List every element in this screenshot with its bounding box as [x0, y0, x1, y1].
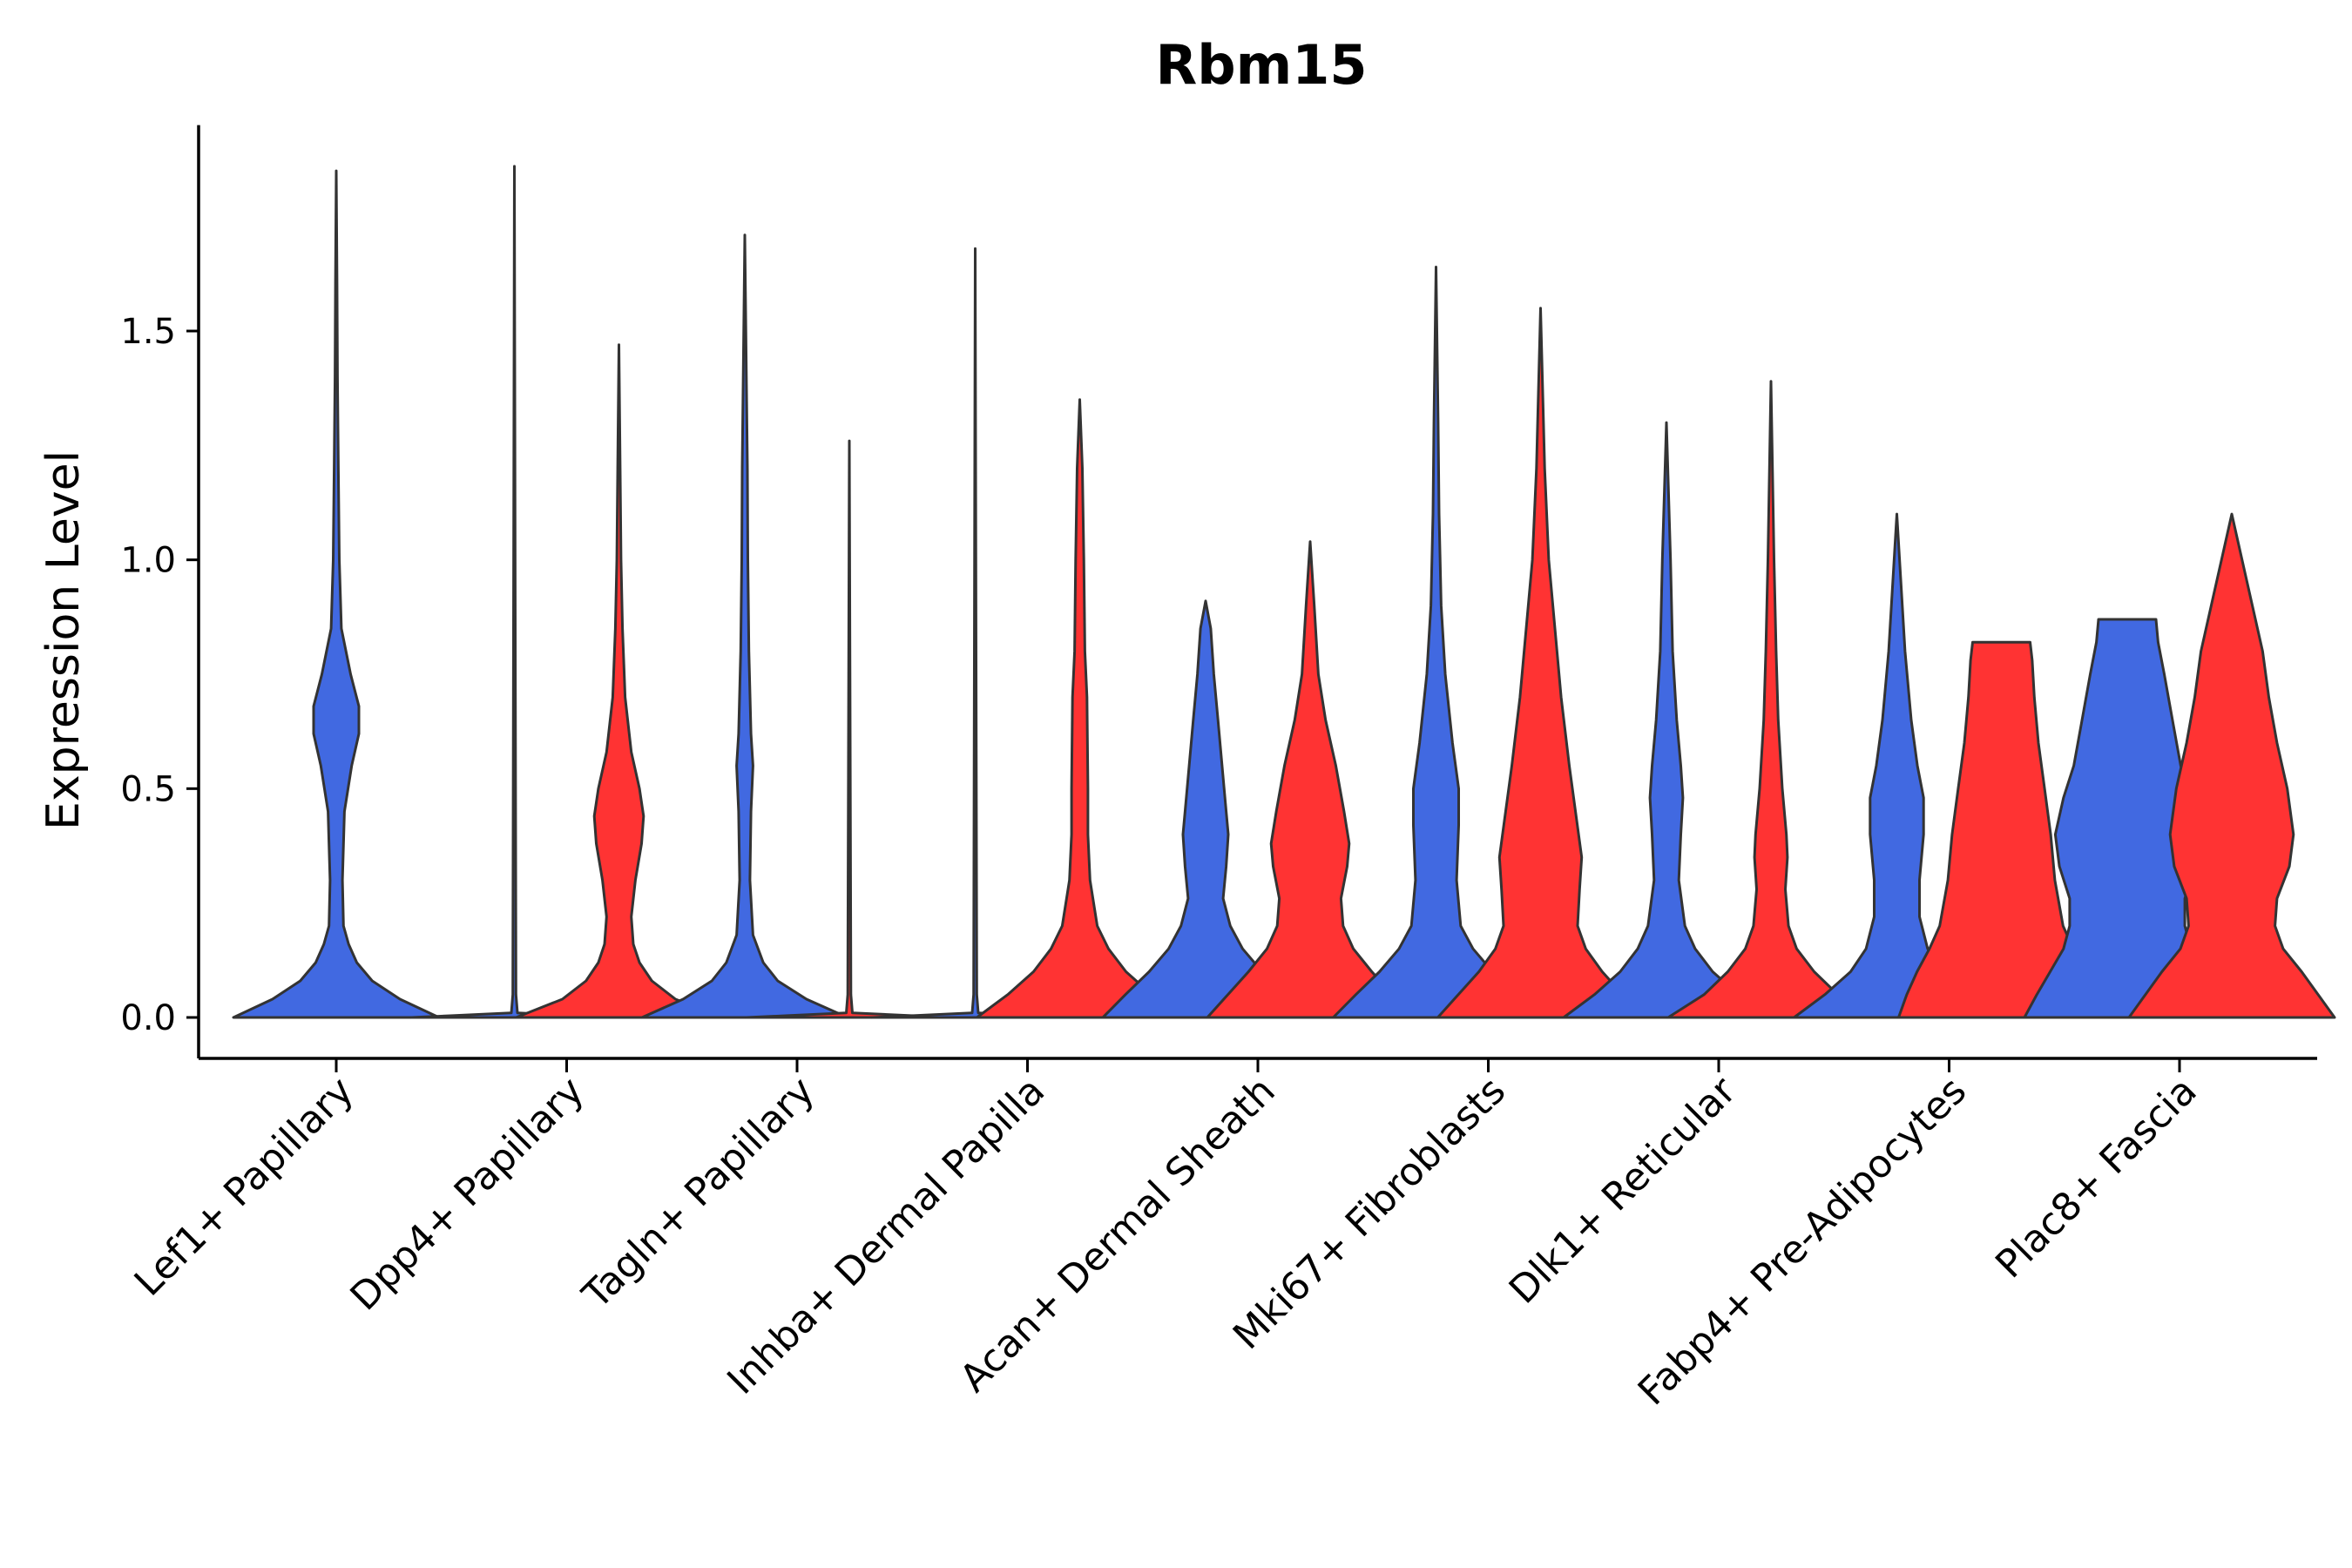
- violin-8-blue: [1793, 512, 2001, 1019]
- violin-6-blue: [1332, 266, 1540, 1019]
- x-tick-label: Lef1+ Papillary: [126, 1069, 362, 1305]
- x-tick-label: Plac8+ Fascia: [1987, 1069, 2206, 1288]
- violin-9-red: [2127, 512, 2336, 1019]
- violin-2-blue: [410, 165, 618, 1019]
- violin-3-red: [745, 439, 954, 1019]
- y-tick-label: 1.5: [120, 312, 176, 352]
- violins-layer: [232, 165, 2336, 1019]
- violin-4-blue: [871, 247, 1079, 1019]
- y-axis-label: Expression Level: [37, 450, 90, 830]
- y-tick-label: 1.0: [120, 541, 176, 581]
- chart-title: Rbm15: [1155, 33, 1367, 97]
- violin-7-red: [1666, 380, 1876, 1019]
- violin-7-blue: [1562, 421, 1771, 1019]
- violin-3-blue: [640, 233, 849, 1019]
- violin-2-red: [515, 343, 723, 1019]
- violin-5-red: [1206, 540, 1415, 1019]
- y-tick-label: 0.5: [120, 769, 176, 809]
- x-tick-label: Dlk1+ Reticular: [1501, 1068, 1746, 1313]
- violin-5-blue: [1101, 599, 1310, 1019]
- violin-6-red: [1436, 307, 1645, 1019]
- violin-8-red: [1897, 640, 2105, 1019]
- x-tick-label: Dpp4+ Papillary: [342, 1069, 593, 1320]
- violin-1-blue: [232, 169, 441, 1019]
- y-tick-label: 0.0: [120, 998, 176, 1038]
- violin-4-red: [976, 398, 1184, 1019]
- x-tick-label: Tagln+ Papillary: [574, 1069, 823, 1318]
- violin-9-blue: [2023, 618, 2232, 1019]
